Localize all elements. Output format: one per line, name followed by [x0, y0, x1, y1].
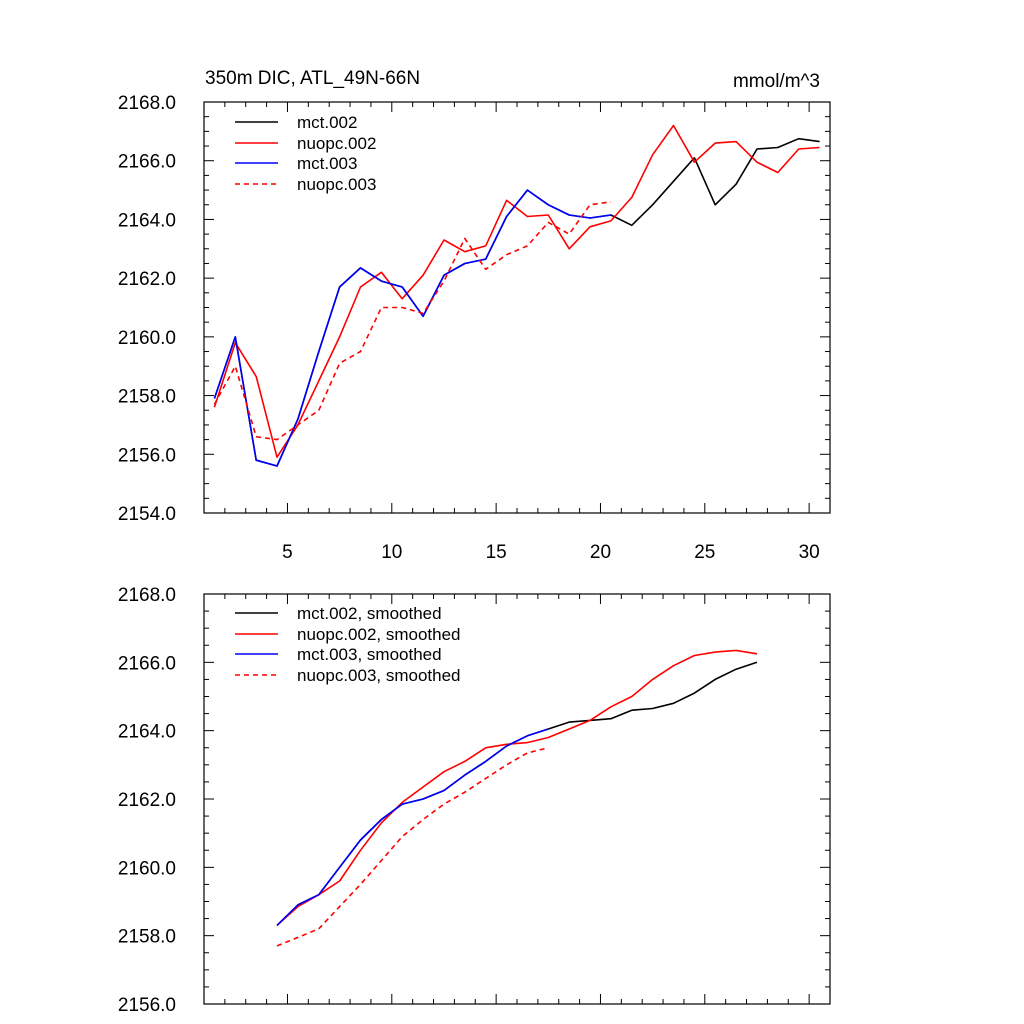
legend-entry-nuopc-003: nuopc.003 [235, 175, 376, 194]
y-tick-label: 2164.0 [118, 722, 176, 743]
x-tick-label: 30 [799, 542, 820, 563]
svg-text:nuopc.002, smoothed: nuopc.002, smoothed [297, 625, 461, 644]
series-line-nuopc-003 [213, 201, 612, 441]
y-tick-label: 2158.0 [118, 927, 176, 948]
top-panel: 350m DIC, ATL_49N-66N mmol/m^3 2154.0 215… [118, 68, 831, 563]
legend-entry-mct-003: mct.003 [235, 154, 357, 173]
top-chart-units: mmol/m^3 [733, 71, 820, 92]
svg-text:mct.003: mct.003 [297, 154, 357, 173]
y-tick-label: 2166.0 [118, 653, 176, 674]
x-tick-label: 20 [590, 542, 611, 563]
svg-text:mct.002, smoothed: mct.002, smoothed [297, 604, 442, 623]
x-tick-label: 25 [694, 542, 715, 563]
legend-entry-nuopc-002-smoothed: nuopc.002, smoothed [235, 625, 461, 644]
series-line-nuopc-003-smoothed [276, 747, 549, 947]
y-tick-label: 2168.0 [118, 93, 176, 114]
svg-text:mct.003, smoothed: mct.003, smoothed [297, 645, 442, 664]
y-tick-label: 2160.0 [118, 858, 176, 879]
svg-text:nuopc.003: nuopc.003 [297, 175, 376, 194]
svg-text:nuopc.003, smoothed: nuopc.003, smoothed [297, 666, 461, 685]
series-line-nuopc-002-smoothed [276, 649, 758, 926]
series-line-mct-002-smoothed [276, 661, 758, 926]
y-tick-label: 2156.0 [118, 445, 176, 466]
y-tick-label: 2162.0 [118, 269, 176, 290]
legend-entry-nuopc-003-smoothed: nuopc.003, smoothed [235, 666, 461, 685]
series-line-mct-003 [213, 189, 612, 467]
svg-text:mct.002: mct.002 [297, 113, 357, 132]
legend-entry-mct-002-smoothed: mct.002, smoothed [235, 604, 442, 623]
y-tick-label: 2160.0 [118, 328, 176, 349]
y-tick-label: 2166.0 [118, 152, 176, 173]
series-line-mct-003-smoothed [276, 728, 549, 926]
series-line-nuopc-002 [213, 124, 820, 459]
bottom-panel: 2156.0 2158.0 2160.0 2162.0 2164.0 2166.0 2168… [118, 585, 831, 1016]
legend-entry-mct-003-smoothed: mct.003, smoothed [235, 645, 442, 664]
y-tick-label: 2158.0 [118, 387, 176, 408]
x-tick-label: 15 [486, 542, 507, 563]
y-tick-label: 2154.0 [118, 504, 176, 525]
legend-entry-nuopc-002: nuopc.002 [235, 134, 376, 153]
y-tick-label: 2156.0 [118, 995, 176, 1016]
svg-text:nuopc.002: nuopc.002 [297, 134, 376, 153]
y-tick-label: 2164.0 [118, 210, 176, 231]
top-legend: mct.002 nuopc.002 mct.003 nuopc.003 [235, 113, 376, 194]
legend-entry-mct-002: mct.002 [235, 113, 357, 132]
x-tick-label: 5 [282, 542, 293, 563]
y-tick-label: 2168.0 [118, 585, 176, 606]
y-tick-label: 2162.0 [118, 790, 176, 811]
x-tick-label: 10 [381, 542, 402, 563]
bottom-legend: mct.002, smoothed nuopc.002, smoothed mc… [235, 604, 461, 685]
top-chart-title: 350m DIC, ATL_49N-66N [205, 68, 420, 89]
